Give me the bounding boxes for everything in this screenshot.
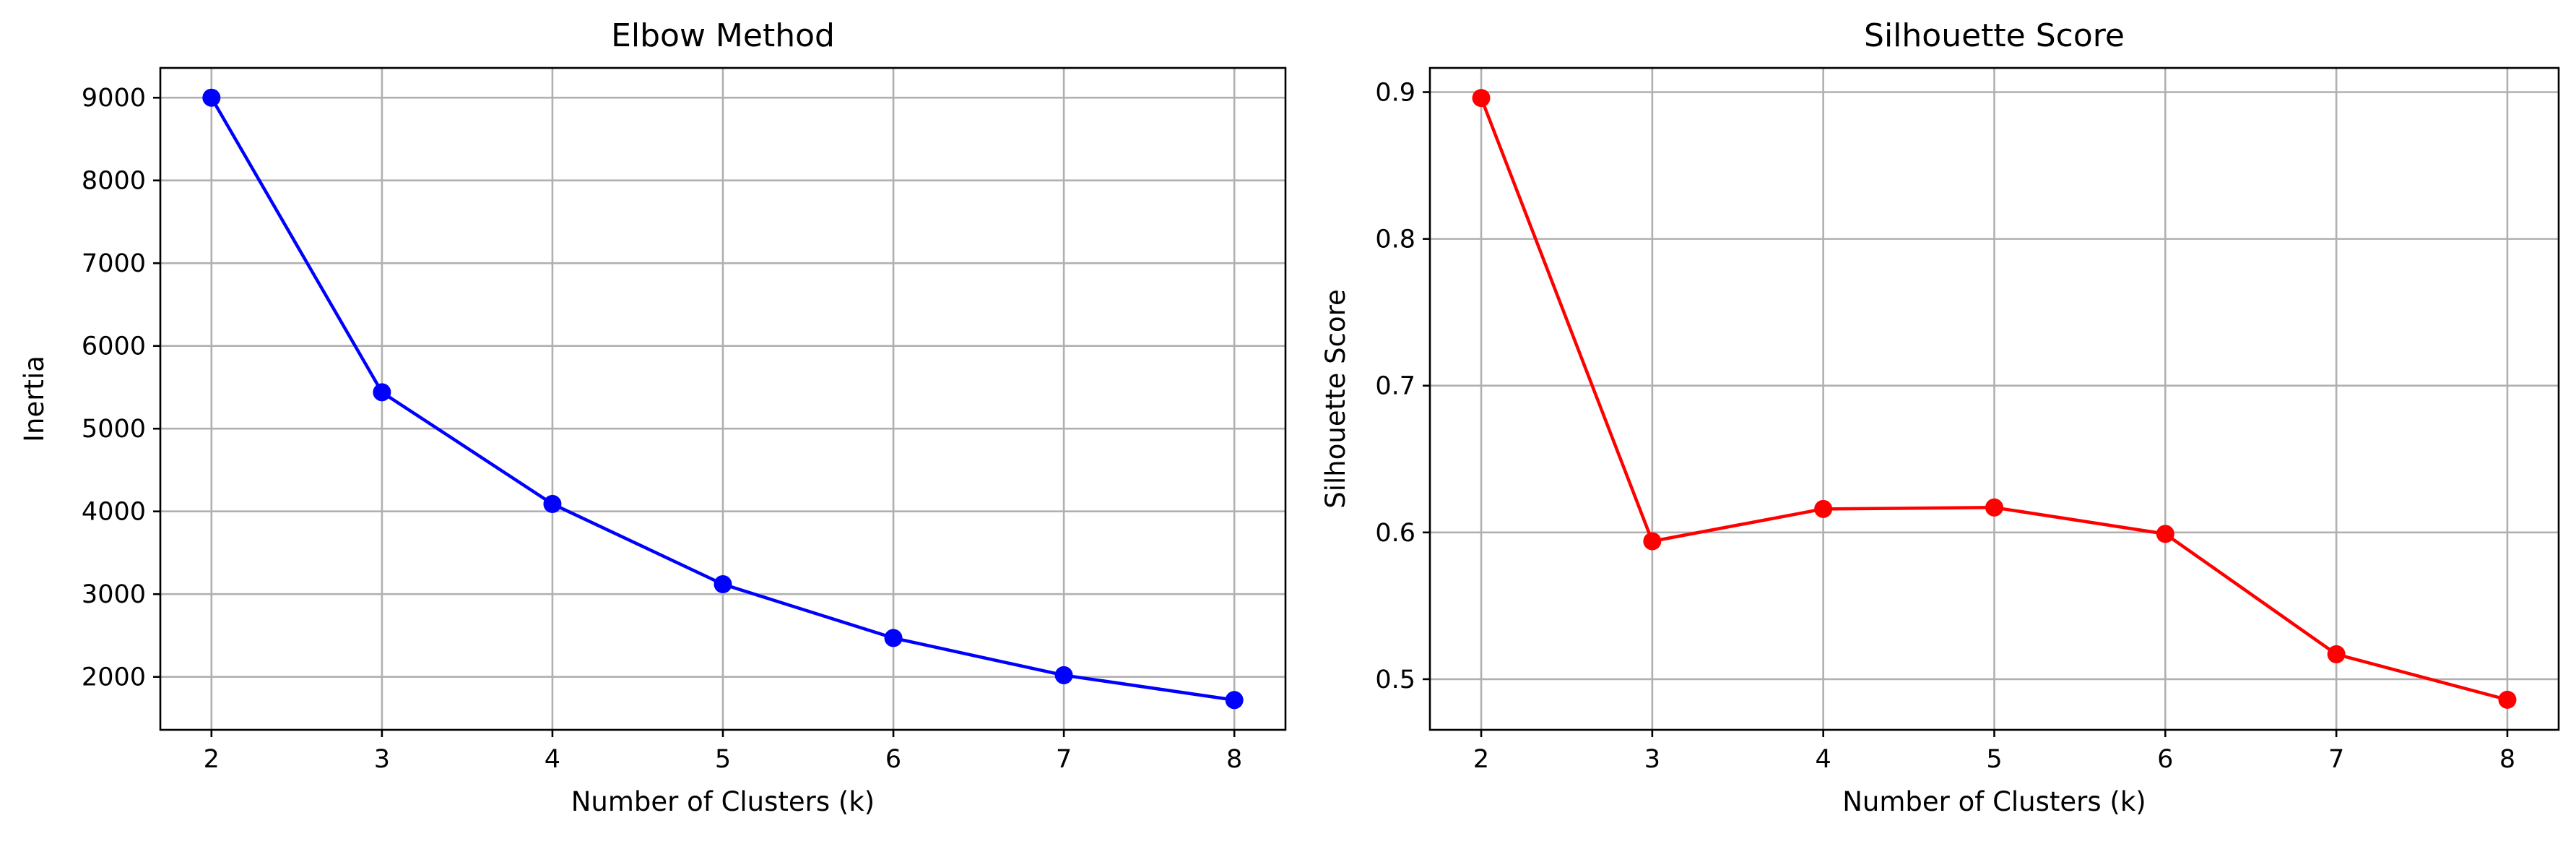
- data-point: [1985, 498, 2003, 517]
- y-tick-label: 9000: [82, 84, 146, 113]
- data-point: [2327, 645, 2346, 663]
- x-tick-label: 6: [2157, 745, 2173, 774]
- y-tick-label: 5000: [82, 415, 146, 444]
- x-axis-label: Number of Clusters (k): [571, 786, 875, 817]
- y-tick-label: 0.8: [1375, 225, 1415, 254]
- data-point: [1814, 499, 1833, 518]
- data-point: [543, 494, 562, 513]
- x-tick-label: 8: [1226, 745, 1242, 774]
- y-tick-label: 0.5: [1375, 666, 1415, 694]
- data-point: [2498, 690, 2517, 709]
- data-point: [1225, 691, 1244, 710]
- y-tick-label: 8000: [82, 167, 146, 196]
- x-tick-label: 3: [374, 745, 390, 774]
- x-axis-label: Number of Clusters (k): [1842, 786, 2146, 817]
- chart-title: Elbow Method: [611, 17, 835, 54]
- x-tick-label: 5: [1986, 745, 2002, 774]
- x-tick-label: 6: [885, 745, 901, 774]
- data-point: [884, 629, 903, 647]
- chart-title: Silhouette Score: [1864, 17, 2125, 54]
- data-point: [714, 574, 732, 593]
- y-tick-label: 3000: [82, 580, 146, 609]
- data-point: [373, 383, 391, 402]
- x-tick-label: 8: [2499, 745, 2515, 774]
- y-tick-label: 6000: [82, 332, 146, 361]
- data-point: [1054, 666, 1073, 684]
- x-tick-label: 7: [1056, 745, 1072, 774]
- x-tick-label: 4: [545, 745, 560, 774]
- x-tick-label: 2: [1473, 745, 1489, 774]
- chart-panel-2: 2 3 4 5 6 7 8 0.5 0.6 0.7 0.8 0.9 Silhouette Score Nu…: [1320, 17, 2560, 817]
- data-point: [1643, 532, 1662, 551]
- x-tick-label: 2: [204, 745, 220, 774]
- y-tick-label: 0.6: [1375, 519, 1415, 548]
- x-tick-label: 3: [1644, 745, 1660, 774]
- y-axis-label: Silhouette Score: [1320, 289, 1351, 509]
- y-tick-label: 2000: [82, 663, 146, 692]
- y-tick-label: 0.7: [1375, 372, 1415, 401]
- y-tick-label: 0.9: [1375, 79, 1415, 108]
- data-point: [2156, 525, 2174, 543]
- y-tick-label: 7000: [82, 249, 146, 278]
- x-tick-label: 5: [715, 745, 731, 774]
- y-axis-label: Inertia: [19, 356, 50, 442]
- data-point: [202, 88, 221, 107]
- x-tick-label: 7: [2328, 745, 2344, 774]
- data-point: [1472, 89, 1491, 108]
- x-tick-label: 4: [1816, 745, 1831, 774]
- chart-panel-1: 2 3 4 5 6 7 8 2000 3000 4000 5000 6000 7000 8000 9000 E…: [19, 17, 1287, 817]
- y-tick-label: 4000: [82, 498, 146, 527]
